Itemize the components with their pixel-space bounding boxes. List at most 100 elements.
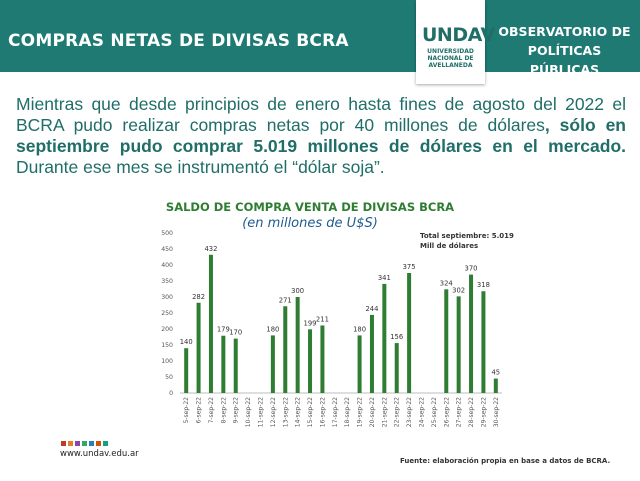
undav-logo-subtitle: UNIVERSIDAD NACIONAL DE AVELLANEDA (427, 48, 474, 69)
x-tick-label: 26-sep-22 (443, 397, 450, 427)
bar-value-label: 318 (477, 281, 490, 289)
footer-dot (82, 441, 87, 446)
source-note: Fuente: elaboración propia en base a dat… (400, 457, 611, 465)
x-tick-label: 12-sep-22 (270, 397, 277, 427)
x-tick-label: 5-sep-22 (183, 397, 190, 424)
bar (320, 325, 325, 393)
y-tick-label: 0 (169, 390, 173, 397)
y-tick-label: 150 (161, 342, 173, 349)
y-tick-label: 200 (161, 326, 173, 333)
bar-value-label: 302 (452, 286, 465, 294)
undav-logo-mark: UNDAV (422, 24, 495, 46)
bar-value-label: 156 (390, 333, 403, 341)
bar (369, 314, 374, 393)
x-tick-label: 8-sep-22 (220, 397, 227, 424)
footer-dot (68, 441, 73, 446)
y-tick-label: 100 (161, 358, 173, 365)
bar (233, 338, 238, 393)
x-tick-label: 20-sep-22 (369, 397, 376, 427)
intro-paragraph: Mientras que desde principios de enero h… (16, 94, 626, 178)
x-tick-label: 11-sep-22 (258, 397, 265, 427)
x-tick-label: 28-sep-22 (468, 397, 475, 427)
bar (208, 254, 213, 393)
intro-part2: , sólo en septiembre pudo comprar 5.019 … (16, 115, 626, 156)
bar (308, 329, 313, 393)
bar-value-label: 180 (266, 325, 279, 333)
bar (382, 283, 387, 393)
footer-color-dots (61, 441, 108, 446)
y-tick-label: 300 (161, 294, 173, 301)
x-tick-label: 9-sep-22 (233, 397, 240, 424)
chart-annotation: Total septiembre: 5.019 Mill de dólares (420, 232, 514, 250)
bar (283, 306, 288, 393)
x-tick-label: 22-sep-22 (394, 397, 401, 427)
intro-part1: Mientras que desde principios de enero h… (16, 94, 626, 135)
bar (456, 296, 461, 393)
bar-value-label: 432 (204, 245, 217, 253)
undav-logo: UNDAV UNIVERSIDAD NACIONAL DE AVELLANEDA (416, 0, 495, 84)
page-title: COMPRAS NETAS DE DIVISAS BCRA (8, 31, 349, 51)
footer-dot (75, 441, 80, 446)
bar (357, 335, 362, 393)
bar (295, 297, 300, 393)
footer-url[interactable]: www.undav.edu.ar (60, 449, 139, 459)
x-tick-label: 23-sep-22 (406, 397, 413, 427)
x-tick-label: 30-sep-22 (493, 397, 500, 427)
bar-value-label: 370 (465, 265, 478, 273)
x-tick-label: 21-sep-22 (381, 397, 388, 427)
bar (394, 343, 399, 393)
header-bar: COMPRAS NETAS DE DIVISAS BCRA (0, 0, 640, 72)
x-tick-label: 18-sep-22 (344, 397, 351, 427)
intro-part3: Durante ese mes se instrumentó el “dólar… (16, 157, 385, 177)
footer-dot (89, 441, 94, 446)
x-tick-label: 16-sep-22 (319, 397, 326, 427)
bar (270, 335, 275, 393)
bar-value-label: 211 (316, 315, 329, 323)
y-tick-label: 450 (161, 246, 173, 253)
bar (184, 348, 189, 393)
y-tick-label: 500 (161, 230, 173, 237)
x-tick-label: 15-sep-22 (307, 397, 314, 427)
bar (196, 302, 201, 393)
footer-dot (96, 441, 101, 446)
y-tick-label: 250 (161, 310, 173, 317)
footer-dot (61, 441, 66, 446)
bar-chart: 0 50 100 150 200 250 300 350 400 450 500 140 5-sep-2… (140, 226, 520, 436)
bar-value-label: 375 (403, 263, 416, 271)
x-tick-label: 14-sep-22 (295, 397, 302, 427)
bar (407, 273, 412, 393)
y-tick-label: 400 (161, 262, 173, 269)
x-tick-label: 29-sep-22 (480, 397, 487, 427)
x-tick-label: 19-sep-22 (357, 397, 364, 427)
bar-value-label: 282 (192, 293, 205, 301)
bar-value-label: 45 (491, 369, 500, 377)
bar (493, 378, 498, 393)
chart-title: SALDO DE COMPRA VENTA DE DIVISAS BCRA (165, 200, 455, 214)
chart-subtitle: (en millones de U$S) (242, 216, 378, 231)
bar-value-label: 170 (229, 329, 242, 337)
x-tick-label: 13-sep-22 (282, 397, 289, 427)
y-tick-label: 50 (165, 374, 173, 381)
bar (444, 289, 449, 393)
x-tick-label: 7-sep-22 (208, 397, 215, 424)
y-tick-label: 350 (161, 278, 173, 285)
bar-value-label: 140 (180, 338, 193, 346)
bar-chart-svg: 0 50 100 150 200 250 300 350 400 450 500 140 5-sep-2… (161, 230, 502, 427)
x-tick-label: 25-sep-22 (431, 397, 438, 427)
bar-value-label: 324 (440, 279, 453, 287)
bar (221, 335, 226, 393)
bar-value-label: 179 (217, 326, 230, 334)
bar-value-label: 244 (365, 305, 378, 313)
bar-value-label: 199 (304, 319, 317, 327)
x-tick-label: 27-sep-22 (456, 397, 463, 427)
x-tick-label: 17-sep-22 (332, 397, 339, 427)
bar-value-label: 180 (353, 325, 366, 333)
bar (481, 291, 486, 393)
bar-value-label: 300 (291, 287, 304, 295)
bar-value-label: 271 (279, 296, 292, 304)
x-tick-label: 6-sep-22 (196, 397, 203, 424)
x-tick-label: 10-sep-22 (245, 397, 252, 427)
observatorio-title: OBSERVATORIO DE POLÍTICAS PÚBLICAS (498, 24, 631, 77)
bar-value-label: 341 (378, 274, 391, 282)
footer-dot (103, 441, 108, 446)
